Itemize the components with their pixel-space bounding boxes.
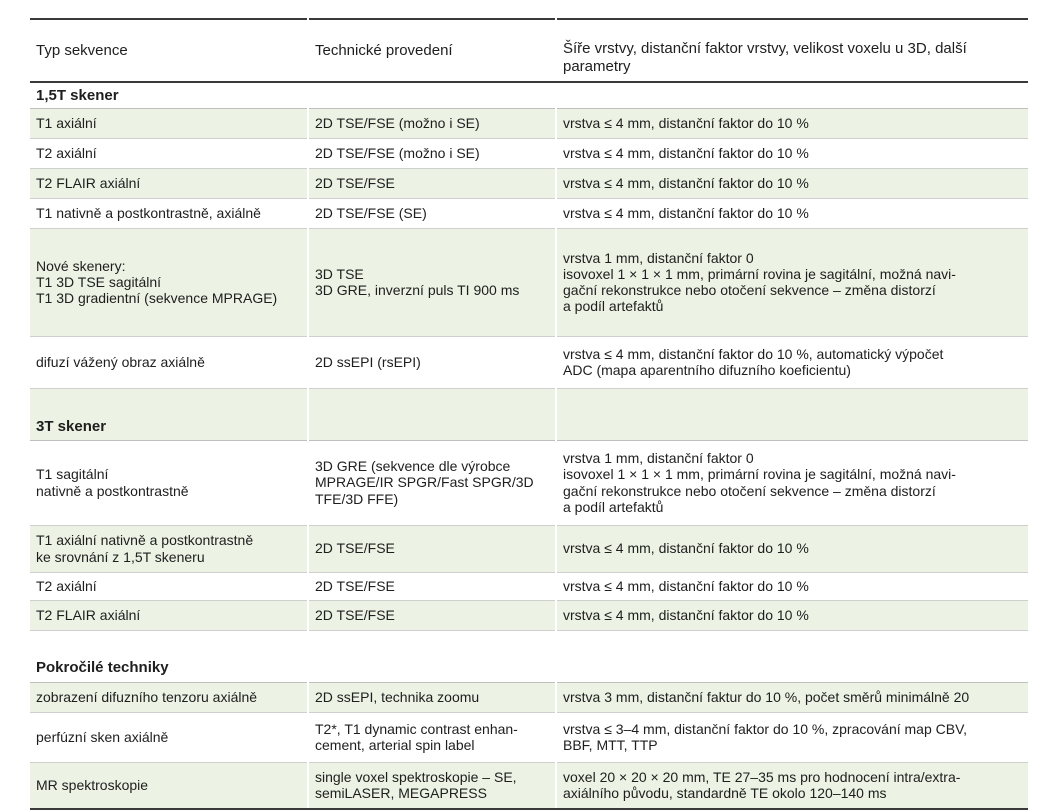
table-row: MR spektroskopie single voxel spektroskop…: [30, 762, 1028, 810]
cell-parameters: vrstva ≤ 4 mm, distanční faktor do 10 %,…: [556, 336, 1028, 389]
table-row: T1 axiální 2D TSE/FSE (možno i SE) vrstva …: [30, 108, 1028, 139]
cell-parameters: vrstva 1 mm, distanční faktor 0 isovoxel…: [556, 440, 1028, 526]
cell-technical-design: 2D ssEPI (rsEPI): [308, 336, 557, 389]
section-header-row: 1,5T skener: [30, 82, 1028, 109]
cell-parameters: vrstva ≤ 4 mm, distanční faktor do 10 %: [556, 600, 1028, 631]
table-row: Nové skenery: T1 3D TSE sagitální T1 3D …: [30, 228, 1028, 337]
table-row: T2 axiální 2D TSE/FSE (možno i SE) vrstva …: [30, 138, 1028, 169]
cell-sequence-type: T2 axiální: [30, 138, 309, 169]
table-row: T2 axiální 2D TSE/FSE vrstva ≤ 4 mm, dista…: [30, 572, 1028, 601]
table-row: T1 nativně a postkontrastně, axiálně 2D T…: [30, 198, 1028, 229]
cell-parameters: vrstva ≤ 4 mm, distanční faktor do 10 %: [556, 138, 1028, 169]
cell-sequence-type: T1 sagitální nativně a postkontrastně: [30, 440, 309, 526]
cell-sequence-type: zobrazení difuzního tenzoru axiálně: [30, 682, 309, 713]
section-header-row: 3T skener: [30, 388, 1028, 441]
cell-technical-design: T2*, T1 dynamic contrast enhan- cement, …: [308, 712, 557, 763]
mri-sequence-table: Typ sekvence Technické provedení Šíře vr…: [30, 18, 1028, 810]
section-label: 3T skener: [30, 388, 309, 441]
table-row: T2 FLAIR axiální 2D TSE/FSE vrstva ≤ 4 mm,…: [30, 168, 1028, 199]
cell-parameters: vrstva ≤ 4 mm, distanční faktor do 10 %: [556, 198, 1028, 229]
cell-technical-design: 2D TSE/FSE: [308, 600, 557, 631]
cell-parameters: vrstva ≤ 4 mm, distanční faktor do 10 %: [556, 108, 1028, 139]
empty-cell: [556, 630, 1028, 683]
cell-technical-design: 2D TSE/FSE (SE): [308, 198, 557, 229]
table-row: T2 FLAIR axiální 2D TSE/FSE vrstva ≤ 4 mm,…: [30, 600, 1028, 631]
cell-sequence-type: T2 axiální: [30, 572, 309, 601]
empty-cell: [308, 82, 557, 109]
cell-sequence-type: T2 FLAIR axiální: [30, 168, 309, 199]
cell-parameters: vrstva ≤ 4 mm, distanční faktor do 10 %: [556, 168, 1028, 199]
empty-cell: [556, 82, 1028, 109]
cell-technical-design: single voxel spektroskopie – SE, semiLAS…: [308, 762, 557, 810]
cell-sequence-type: MR spektroskopie: [30, 762, 309, 810]
cell-technical-design: 2D TSE/FSE: [308, 572, 557, 601]
table-body: 1,5T skener T1 axiální 2D TSE/FSE (možno i…: [30, 82, 1028, 810]
cell-parameters: voxel 20 × 20 × 20 mm, TE 27–35 ms pro h…: [556, 762, 1028, 810]
section-header-row: Pokročilé techniky: [30, 630, 1028, 683]
cell-technical-design: 2D TSE/FSE (možno i SE): [308, 138, 557, 169]
section-label: 1,5T skener: [30, 82, 309, 109]
table-row: perfúzní sken axiálně T2*, T1 dynamic con…: [30, 712, 1028, 763]
table-row: T1 sagitální nativně a postkontrastně 3D …: [30, 440, 1028, 526]
table-header-row: Typ sekvence Technické provedení Šíře vr…: [30, 18, 1028, 83]
cell-parameters: vrstva ≤ 4 mm, distanční faktor do 10 %: [556, 572, 1028, 601]
cell-technical-design: 2D TSE/FSE: [308, 168, 557, 199]
empty-cell: [308, 630, 557, 683]
cell-technical-design: 2D TSE/FSE: [308, 525, 557, 573]
cell-sequence-type: difuzí vážený obraz axiálně: [30, 336, 309, 389]
header-technical-design: Technické provedení: [308, 18, 557, 83]
cell-sequence-type: perfúzní sken axiálně: [30, 712, 309, 763]
cell-parameters: vrstva ≤ 4 mm, distanční faktor do 10 %: [556, 525, 1028, 573]
cell-technical-design: 3D TSE 3D GRE, inverzní puls TI 900 ms: [308, 228, 557, 337]
section-label: Pokročilé techniky: [30, 630, 309, 683]
cell-parameters: vrstva 3 mm, distanční faktur do 10 %, p…: [556, 682, 1028, 713]
cell-parameters: vrstva ≤ 3–4 mm, distanční faktor do 10 …: [556, 712, 1028, 763]
cell-sequence-type: T2 FLAIR axiální: [30, 600, 309, 631]
empty-cell: [556, 388, 1028, 441]
cell-parameters: vrstva 1 mm, distanční faktor 0 isovoxel…: [556, 228, 1028, 337]
cell-sequence-type: Nové skenery: T1 3D TSE sagitální T1 3D …: [30, 228, 309, 337]
table-row: zobrazení difuzního tenzoru axiálně 2D ss…: [30, 682, 1028, 713]
cell-technical-design: 2D ssEPI, technika zoomu: [308, 682, 557, 713]
header-sequence-type: Typ sekvence: [30, 18, 309, 83]
table-row: difuzí vážený obraz axiálně 2D ssEPI (rsE…: [30, 336, 1028, 389]
table-row: T1 axiální nativně a postkontrastně ke s…: [30, 525, 1028, 573]
cell-technical-design: 2D TSE/FSE (možno i SE): [308, 108, 557, 139]
empty-cell: [308, 388, 557, 441]
cell-sequence-type: T1 axiální nativně a postkontrastně ke s…: [30, 525, 309, 573]
cell-sequence-type: T1 axiální: [30, 108, 309, 139]
header-parameters: Šíře vrstvy, distanční faktor vrstvy, ve…: [556, 18, 1028, 83]
cell-sequence-type: T1 nativně a postkontrastně, axiálně: [30, 198, 309, 229]
cell-technical-design: 3D GRE (sekvence dle výrobce MPRAGE/IR S…: [308, 440, 557, 526]
